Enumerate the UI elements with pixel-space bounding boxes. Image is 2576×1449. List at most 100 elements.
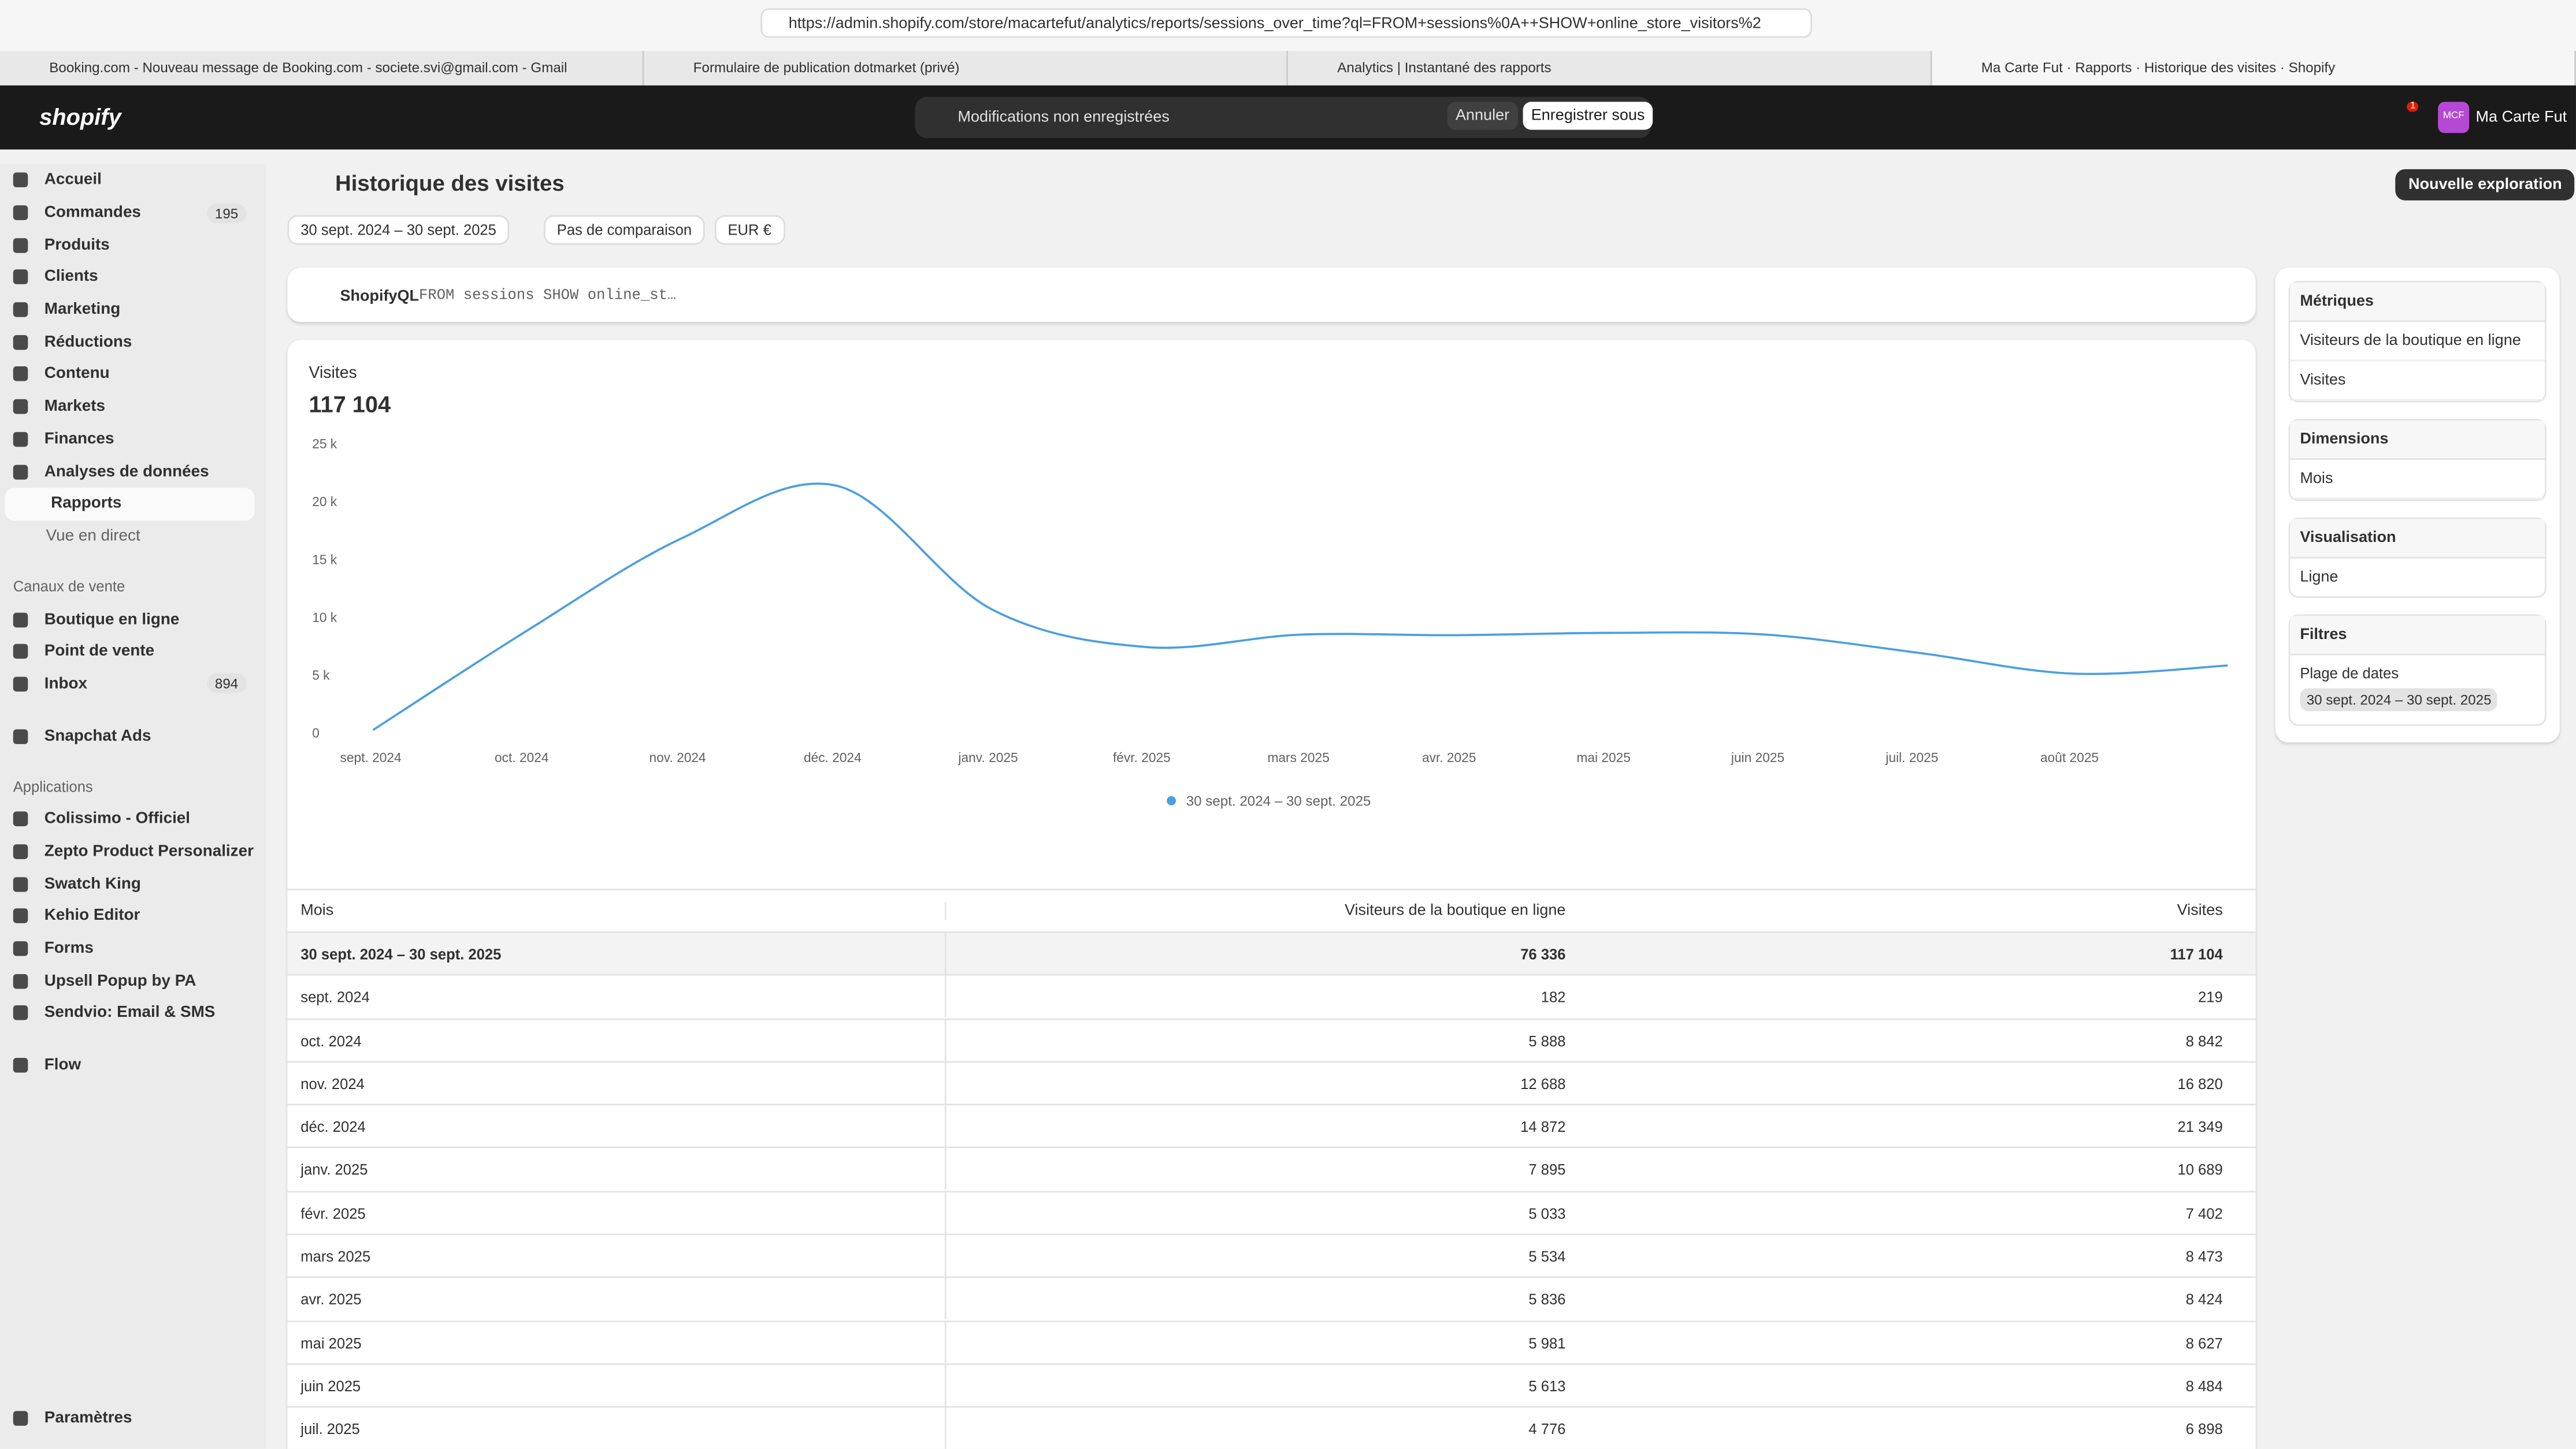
panel-title[interactable]: Filtres bbox=[2290, 616, 2545, 656]
panel-item[interactable]: Visites bbox=[2290, 361, 2545, 401]
date-chip[interactable]: 30 sept. 2024 – 30 sept. 2025 bbox=[287, 215, 510, 245]
save-button[interactable]: Enregistrer sous bbox=[1523, 102, 1653, 130]
avatar[interactable]: MCF bbox=[2438, 102, 2470, 133]
nav-label: Upsell Popup by PA bbox=[44, 972, 196, 990]
nav-item[interactable]: Clients bbox=[0, 261, 266, 293]
nav-icon bbox=[13, 729, 28, 744]
nav-icon bbox=[13, 367, 28, 382]
page-title: Historique des visites bbox=[335, 170, 565, 196]
panel-select[interactable]: Ligne bbox=[2300, 568, 2339, 586]
x-tick-label: mai 2025 bbox=[1576, 750, 1631, 765]
nav-label: Accueil bbox=[44, 171, 102, 190]
nav-icon bbox=[13, 844, 28, 860]
y-tick-label: 5 k bbox=[312, 667, 330, 682]
nav-item[interactable]: Forms bbox=[0, 932, 266, 965]
table-cell: 8 627 bbox=[2185, 1335, 2223, 1351]
x-tick-label: févr. 2025 bbox=[1113, 750, 1171, 765]
panel-section: Visualisation Ligne bbox=[2288, 517, 2547, 598]
nav-item[interactable]: Rapports bbox=[5, 488, 255, 521]
y-tick-label: 15 k bbox=[312, 552, 337, 567]
nav-item[interactable]: Colissimo - Officiel bbox=[0, 803, 266, 835]
currency-chip[interactable]: EUR € bbox=[714, 215, 785, 245]
nav-item[interactable]: Vue en direct bbox=[0, 520, 266, 552]
table-cell: 76 336 bbox=[944, 932, 1565, 974]
nav-label: Flow bbox=[44, 1056, 81, 1075]
panel-section: Dimensions Mois bbox=[2288, 418, 2547, 501]
nav-item[interactable]: Réductions bbox=[0, 326, 266, 358]
nav-item[interactable]: Upsell Popup by PA bbox=[0, 965, 266, 997]
column-header[interactable]: Mois bbox=[300, 901, 334, 920]
notice: Modifications non enregistrées bbox=[957, 108, 1170, 127]
table-cell: févr. 2025 bbox=[300, 1205, 366, 1222]
nav-item[interactable]: Snapchat Ads bbox=[0, 720, 266, 752]
table-cell: 4 776 bbox=[944, 1408, 1565, 1449]
nav-item[interactable]: Sendvio: Email & SMS bbox=[0, 997, 266, 1030]
nav-icon bbox=[13, 302, 28, 317]
column-header[interactable]: Visiteurs de la boutique en ligne bbox=[944, 901, 1565, 920]
column-header[interactable]: Visites bbox=[2177, 901, 2223, 920]
browser-tab[interactable]: Ma Carte Fut · Rapports · Historique des… bbox=[1932, 51, 2576, 86]
panel-section: Métriques Visiteurs de la boutique en lig… bbox=[2288, 281, 2547, 403]
query-bar[interactable] bbox=[287, 267, 2256, 322]
nav-item[interactable]: Accueil bbox=[0, 164, 266, 196]
nav-icon bbox=[13, 399, 28, 414]
table-row: mars 2025 5 534 8 473 bbox=[287, 1235, 2256, 1279]
url-bar[interactable]: https://admin.shopify.com/store/macartef… bbox=[760, 8, 1812, 38]
browser-tab[interactable]: Formulaire de publication dotmarket (pri… bbox=[644, 51, 1288, 86]
comparison-chip[interactable]: Pas de comparaison bbox=[544, 215, 705, 245]
sidebar: Accueil Commandes 195 Produits Clients Market… bbox=[0, 164, 266, 1449]
table-cell: 5 033 bbox=[944, 1192, 1565, 1233]
table-cell: avr. 2025 bbox=[300, 1291, 362, 1309]
table-cell: 8 484 bbox=[2185, 1378, 2223, 1395]
new-exploration-button[interactable]: Nouvelle exploration bbox=[2395, 169, 2575, 200]
nav-item[interactable]: Paramètres bbox=[0, 1403, 266, 1435]
nav-item[interactable]: Kehio Editor bbox=[0, 900, 266, 932]
panel-title[interactable]: Dimensions bbox=[2290, 420, 2545, 460]
nav-item[interactable]: Inbox 894 bbox=[0, 668, 266, 700]
nav-badge: 894 bbox=[206, 674, 247, 694]
legend-marker bbox=[1167, 796, 1176, 805]
section-title[interactable]: Applications bbox=[13, 778, 93, 796]
filter-chip[interactable]: 30 sept. 2024 – 30 sept. 2025 bbox=[2300, 688, 2498, 712]
table-row: nov. 2024 12 688 16 820 bbox=[287, 1062, 2256, 1106]
table-row: oct. 2024 5 888 8 842 bbox=[287, 1019, 2256, 1063]
logo[interactable]: shopify bbox=[39, 103, 121, 130]
table-cell: 16 820 bbox=[2177, 1075, 2223, 1093]
browser-tab[interactable]: Analytics | Instantané des rapports bbox=[1288, 51, 1932, 86]
nav-item[interactable]: Zepto Product Personalizer bbox=[0, 835, 266, 868]
table-cell: 12 688 bbox=[944, 1062, 1565, 1104]
nav-item[interactable]: Boutique en ligne bbox=[0, 603, 266, 636]
table-cell: nov. 2024 bbox=[300, 1075, 365, 1093]
nav-item[interactable]: Analyses de données bbox=[0, 455, 266, 488]
browser-tab[interactable]: Booking.com - Nouveau message de Booking… bbox=[0, 51, 644, 86]
panel-item[interactable]: Mois bbox=[2290, 460, 2545, 500]
section-title[interactable]: Canaux de vente bbox=[13, 578, 125, 595]
legend-label: 30 sept. 2024 – 30 sept. 2025 bbox=[1186, 794, 1371, 809]
panel-item[interactable]: Visiteurs de la boutique en ligne bbox=[2290, 322, 2545, 362]
x-tick-label: juin 2025 bbox=[1731, 750, 1784, 765]
table-header: Mois Visiteurs de la boutique en ligne Vis… bbox=[287, 889, 2256, 933]
nav-label: Finances bbox=[44, 430, 114, 448]
nav-item[interactable]: Commandes 195 bbox=[0, 196, 266, 229]
nav-badge: 195 bbox=[206, 203, 247, 223]
nav-item[interactable]: Markets bbox=[0, 391, 266, 423]
y-tick-label: 10 k bbox=[312, 610, 337, 625]
nav-item[interactable]: Marketing bbox=[0, 293, 266, 326]
panel-title[interactable]: Métriques bbox=[2290, 283, 2545, 322]
x-tick-label: mars 2025 bbox=[1267, 750, 1329, 765]
nav-item[interactable]: Contenu bbox=[0, 358, 266, 391]
nav-icon bbox=[13, 876, 28, 892]
panel-title[interactable]: Visualisation bbox=[2290, 519, 2545, 559]
nav-item[interactable]: Swatch King bbox=[0, 868, 266, 900]
nav-item[interactable]: Produits bbox=[0, 229, 266, 261]
x-tick-label: sept. 2024 bbox=[340, 750, 402, 765]
nav-item[interactable]: Finances bbox=[0, 423, 266, 455]
store-name[interactable]: Ma Carte Fut bbox=[2475, 108, 2567, 127]
data-table: Mois Visiteurs de la boutique en ligne Vis… bbox=[287, 889, 2256, 1449]
nav-item[interactable]: Flow bbox=[0, 1049, 266, 1082]
nav-icon bbox=[13, 677, 28, 692]
cancel-button[interactable]: Annuler bbox=[1447, 102, 1518, 130]
notification-badge: 1 bbox=[2407, 102, 2419, 112]
nav-item[interactable]: Point de vente bbox=[0, 636, 266, 668]
